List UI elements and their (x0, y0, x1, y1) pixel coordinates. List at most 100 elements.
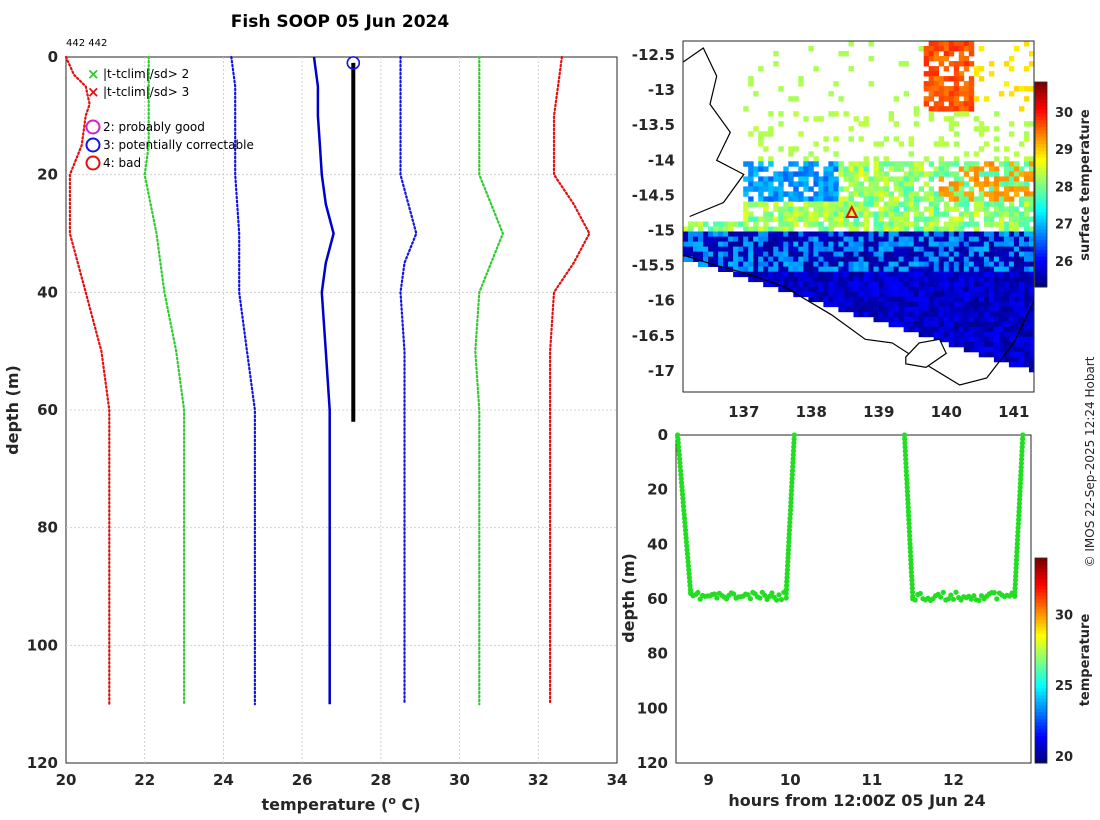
sst-cell (873, 241, 879, 247)
depth-point (1014, 545, 1020, 551)
sst-cell (923, 246, 930, 252)
sst-cell (743, 191, 749, 197)
depth-point (1016, 505, 1022, 511)
sst-cell (853, 291, 859, 298)
sst-cell (858, 211, 864, 217)
sst-cell (833, 281, 839, 288)
sst-cell (1008, 171, 1015, 177)
sst-cell (953, 216, 960, 222)
sst-cell (973, 201, 980, 207)
sst-cell (898, 241, 904, 247)
sst-cell (838, 291, 844, 298)
sst-cell (958, 51, 965, 57)
sst-cell (838, 206, 844, 212)
sst-cell (813, 241, 819, 247)
sst-cell (758, 186, 764, 192)
sst-cell (793, 256, 799, 262)
sst-cell (778, 221, 784, 227)
sst-cell (918, 316, 925, 323)
colorbar-step (1035, 595, 1047, 600)
map-ticks: 137 138 139 140 141-12.5-13-13.5-14-14.5-15-… (632, 46, 1030, 421)
sst-cell (858, 201, 864, 207)
sst-cell (933, 41, 940, 47)
sst-cell (773, 61, 779, 67)
sst-cell (988, 266, 995, 272)
sst-cell (933, 281, 940, 288)
sst-cell (958, 216, 965, 222)
sst-cell (923, 81, 930, 87)
sst-cell (973, 71, 980, 77)
sst-cell (943, 291, 950, 298)
sst-cell (798, 281, 804, 288)
sst-cell (963, 181, 970, 187)
sst-cell (983, 331, 990, 338)
coastline (682, 254, 1035, 386)
sst-cell (993, 231, 1000, 237)
sst-cell (813, 271, 819, 278)
sst-cell (913, 286, 920, 293)
sst-cell (1024, 191, 1030, 197)
sst-cell (883, 311, 889, 318)
sst-cell (843, 296, 849, 303)
sst-cell (823, 296, 829, 303)
sst-cell (838, 296, 844, 303)
sst-cell (923, 276, 930, 283)
sst-cell (758, 161, 764, 167)
sst-cell (813, 236, 819, 242)
colorbar-step (1035, 660, 1047, 665)
sst-cell (938, 81, 945, 87)
sst-cell (1024, 291, 1030, 298)
sst-cell (903, 266, 909, 272)
sst-cell (1019, 346, 1025, 353)
sst-cell (1029, 176, 1035, 182)
sst-cell (863, 156, 869, 162)
sst-cell (958, 91, 965, 97)
sst-cell (788, 251, 794, 257)
sst-cell (898, 276, 904, 283)
sst-cell (978, 191, 985, 197)
sst-cell (1019, 211, 1025, 217)
sst-cell (823, 201, 829, 207)
sst-cell (913, 201, 920, 207)
sst-cell (933, 221, 940, 227)
sst-cell (788, 171, 794, 177)
colorbar-step (1035, 181, 1047, 185)
sst-cell (998, 321, 1005, 328)
depth-point (789, 468, 796, 474)
sst-cell (853, 256, 859, 262)
depth-point (678, 476, 684, 482)
legend-flag3-label: |t-tclim|/sd> 3 (103, 85, 189, 99)
sst-cell (983, 126, 990, 132)
sst-cell (853, 271, 859, 278)
sst-cell (843, 306, 849, 313)
sst-cell (953, 71, 960, 77)
sst-cell (778, 241, 784, 247)
sst-cell (988, 196, 995, 202)
sst-cell (933, 196, 940, 202)
sst-cell (893, 206, 899, 212)
sst-cell (803, 176, 809, 182)
sst-cell (968, 46, 975, 52)
sst-cell (873, 311, 879, 318)
sst-cell (683, 251, 689, 257)
sst-cell (1013, 296, 1020, 303)
sst-cell (988, 216, 995, 222)
sst-cell (803, 181, 809, 187)
sst-cell (998, 206, 1005, 212)
sst-cell (953, 131, 960, 137)
colorbar-step (1035, 191, 1047, 196)
sst-cell (988, 321, 995, 328)
sst-cell (808, 221, 814, 227)
depth-point (675, 440, 681, 446)
sst-cell (828, 171, 834, 177)
sst-cell (953, 81, 960, 87)
sst-cell (833, 196, 839, 202)
sst-cell (878, 241, 884, 247)
sst-cell (908, 276, 914, 283)
sst-cell (878, 296, 884, 303)
sst-cell (928, 206, 935, 212)
sst-cell (978, 206, 985, 212)
legend-flag2-label: |t-tclim|/sd> 2 (103, 67, 189, 81)
sst-cell (843, 251, 849, 257)
sst-cell (898, 281, 904, 288)
